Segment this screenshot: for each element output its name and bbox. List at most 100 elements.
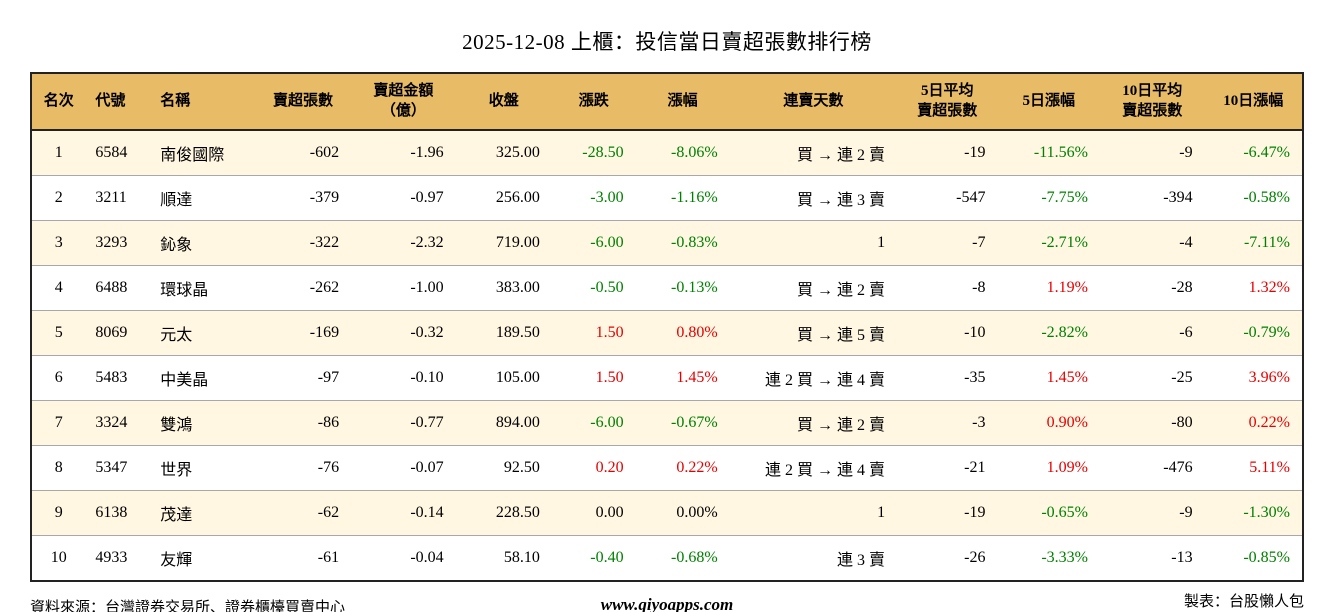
- cell-pct10: 1.32%: [1248, 279, 1290, 296]
- cell-sell-amount: -1.00: [410, 279, 444, 296]
- cell-change: 1.50: [595, 369, 624, 386]
- cell-change: -28.50: [582, 144, 624, 161]
- cell-rank: 8: [54, 459, 63, 476]
- cell-code: 8069: [95, 324, 128, 341]
- cell-change: -6.00: [590, 414, 624, 431]
- col-header-name: 名稱: [150, 73, 255, 131]
- cell-avg5: -3: [972, 414, 986, 431]
- maker-block: 製表：台股懶人包 製表時間：2025-12-08 16:54:10: [733, 592, 1304, 612]
- col-header-pct5: 5日漲幅: [997, 73, 1100, 131]
- cell-streak: 1: [877, 504, 886, 521]
- col-header-pct10: 10日漲幅: [1204, 73, 1303, 131]
- cell-rank: 3: [54, 234, 63, 251]
- cell-avg10: -25: [1171, 369, 1193, 386]
- cell-change: -6.00: [590, 234, 624, 251]
- cell-rank: 1: [54, 144, 63, 161]
- cell-rank: 6: [54, 369, 63, 386]
- table-row: 9 6138 茂達 -62 -0.14 228.50 0.00 0.00% 1 …: [31, 490, 1303, 536]
- col-header-change: 漲跌: [551, 73, 636, 131]
- table-row: 3 3293 鈊象 -322 -2.32 719.00 -6.00 -0.83%…: [31, 220, 1303, 266]
- table-row: 4 6488 環球晶 -262 -1.00 383.00 -0.50 -0.13…: [31, 265, 1303, 311]
- cell-avg10: -394: [1163, 189, 1193, 206]
- cell-pct10: -7.11%: [1243, 234, 1290, 251]
- cell-sell-amount: -0.97: [410, 189, 444, 206]
- cell-avg10: -9: [1179, 504, 1193, 521]
- cell-close: 256.00: [495, 189, 540, 206]
- cell-change: -0.50: [590, 279, 624, 296]
- cell-change-pct: 0.80%: [676, 324, 718, 341]
- cell-name: 元太: [160, 327, 193, 344]
- footer: 資料來源：台灣證券交易所、證券櫃檯買賣中心 www.qiyoapps.com 製…: [30, 592, 1304, 612]
- cell-rank: 4: [54, 279, 63, 296]
- cell-rank: 9: [54, 504, 63, 521]
- cell-avg5: -10: [964, 324, 986, 341]
- table-row: 7 3324 雙鴻 -86 -0.77 894.00 -6.00 -0.67% …: [31, 400, 1303, 446]
- cell-change: -0.40: [590, 549, 624, 566]
- col-header-rank: 名次: [31, 73, 86, 131]
- cell-name: 環球晶: [160, 282, 209, 299]
- cell-change: 0.20: [595, 459, 624, 476]
- cell-sell-volume: -61: [317, 549, 340, 566]
- cell-pct10: 3.96%: [1248, 369, 1290, 386]
- cell-change-pct: -0.68%: [671, 549, 718, 566]
- data-source-note: 資料來源：台灣證券交易所、證券櫃檯買賣中心: [30, 600, 346, 612]
- cell-code: 4933: [95, 549, 128, 566]
- cell-avg5: -21: [964, 459, 986, 476]
- cell-close: 894.00: [495, 414, 540, 431]
- cell-change-pct: -0.67%: [671, 414, 718, 431]
- cell-pct5: -7.75%: [1041, 189, 1088, 206]
- col-header-avg5: 5日平均 賣超張數: [897, 73, 998, 131]
- cell-pct10: -1.30%: [1243, 504, 1290, 521]
- cell-close: 58.10: [503, 549, 540, 566]
- cell-sell-amount: -0.32: [410, 324, 444, 341]
- cell-avg5: -547: [956, 189, 986, 206]
- cell-streak: 買 → 連 2 賣: [797, 282, 886, 299]
- cell-change-pct: 0.22%: [676, 459, 718, 476]
- cell-streak: 買 → 連 2 賣: [797, 147, 886, 164]
- cell-pct5: 1.09%: [1046, 459, 1088, 476]
- cell-streak: 買 → 連 2 賣: [797, 417, 886, 434]
- maker-label: 製表：台股懶人包: [1184, 594, 1305, 610]
- cell-sell-volume: -76: [317, 459, 340, 476]
- col-header-streak: 連賣天數: [729, 73, 898, 131]
- cell-avg5: -19: [964, 504, 986, 521]
- cell-sell-volume: -379: [309, 189, 340, 206]
- cell-sell-volume: -169: [309, 324, 340, 341]
- cell-sell-volume: -602: [309, 144, 340, 161]
- cell-sell-amount: -0.07: [410, 459, 444, 476]
- cell-pct10: -0.58%: [1243, 189, 1290, 206]
- cell-pct10: 5.11%: [1249, 459, 1290, 476]
- cell-rank: 5: [54, 324, 63, 341]
- cell-name: 鈊象: [160, 237, 193, 254]
- cell-pct5: -2.82%: [1041, 324, 1088, 341]
- cell-sell-volume: -86: [317, 414, 340, 431]
- cell-code: 6488: [95, 279, 128, 296]
- cell-close: 228.50: [495, 504, 540, 521]
- cell-pct5: -0.65%: [1041, 504, 1088, 521]
- table-row: 8 5347 世界 -76 -0.07 92.50 0.20 0.22% 連 2…: [31, 445, 1303, 491]
- cell-pct5: -3.33%: [1041, 549, 1088, 566]
- cell-avg10: -80: [1171, 414, 1193, 431]
- cell-pct10: -6.47%: [1243, 144, 1290, 161]
- cell-sell-volume: -322: [309, 234, 340, 251]
- col-header-code: 代號: [85, 73, 151, 131]
- col-header-avg10: 10日平均 賣超張數: [1099, 73, 1205, 131]
- cell-streak: 連 2 買 → 連 4 賣: [765, 372, 886, 389]
- cell-change: 0.00: [595, 504, 624, 521]
- cell-code: 3324: [95, 414, 128, 431]
- cell-pct5: 1.45%: [1046, 369, 1088, 386]
- col-header-sell-amount: 賣超金額 （億）: [351, 73, 456, 131]
- cell-sell-amount: -0.77: [410, 414, 444, 431]
- cell-pct10: -0.85%: [1243, 549, 1290, 566]
- cell-code: 3211: [95, 189, 127, 206]
- cell-name: 友輝: [160, 552, 193, 569]
- table-header: 名次 代號 名稱 賣超張數 賣超金額 （億） 收盤 漲跌 漲幅 連賣天數 5日平…: [31, 73, 1303, 131]
- cell-change-pct: 1.45%: [676, 369, 718, 386]
- cell-avg10: -476: [1163, 459, 1193, 476]
- col-header-close: 收盤: [455, 73, 552, 131]
- cell-change-pct: -1.16%: [671, 189, 718, 206]
- cell-change-pct: -8.06%: [671, 144, 718, 161]
- cell-streak: 連 3 賣: [837, 552, 886, 569]
- cell-rank: 7: [54, 414, 63, 431]
- cell-code: 5483: [95, 369, 128, 386]
